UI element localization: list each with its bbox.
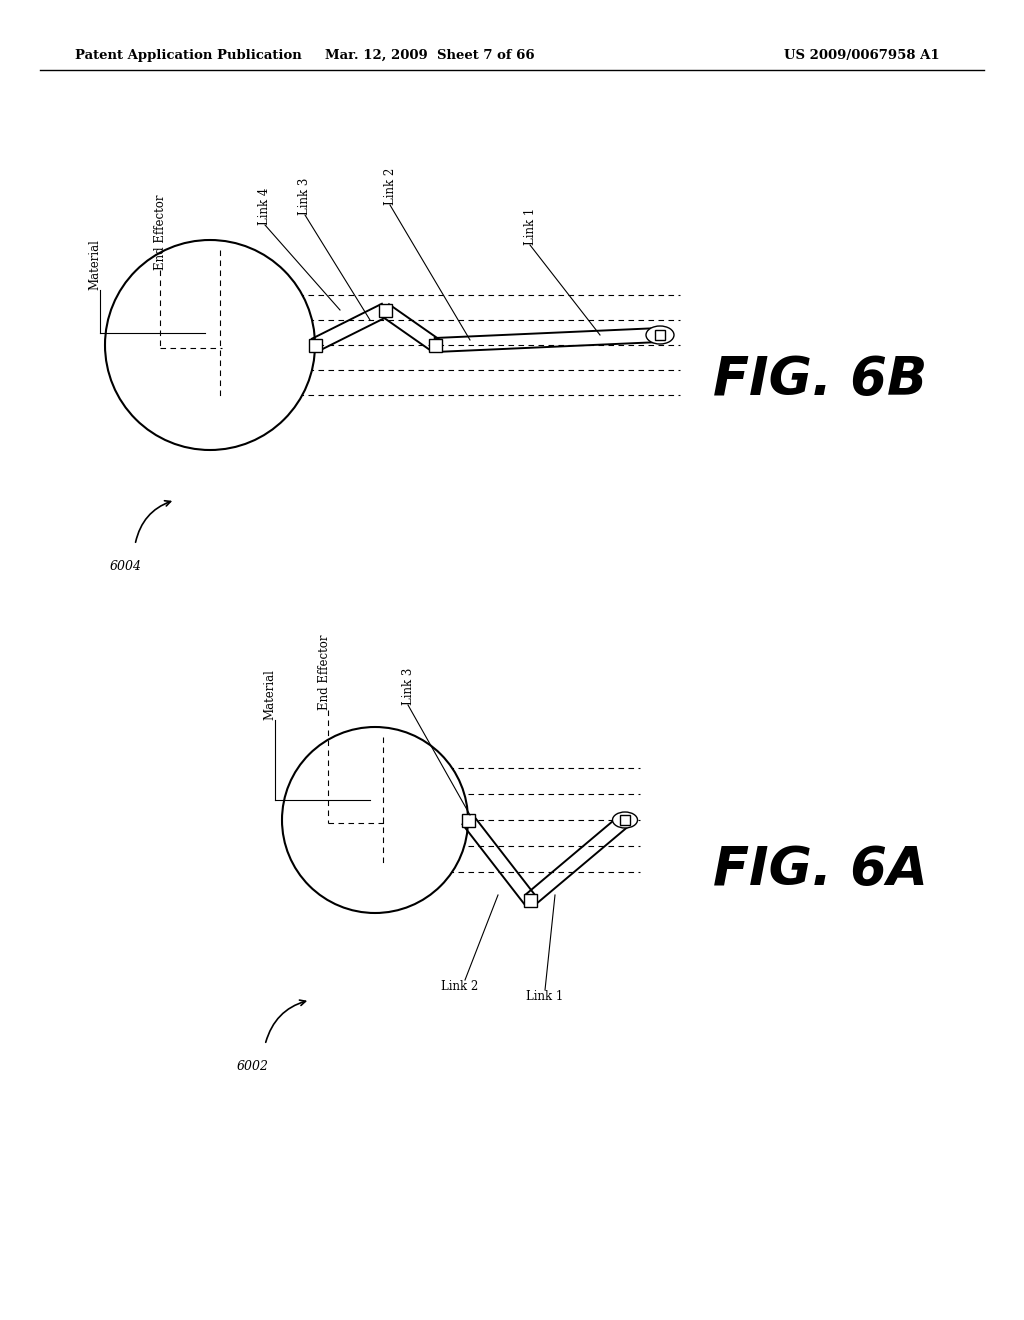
- Text: FIG. 6B: FIG. 6B: [713, 354, 927, 407]
- Bar: [655, 330, 665, 341]
- Text: 6002: 6002: [237, 1060, 269, 1073]
- Text: Material: Material: [263, 669, 276, 719]
- Text: Link 3: Link 3: [299, 178, 311, 215]
- Bar: [462, 813, 474, 826]
- Text: Material: Material: [88, 239, 101, 290]
- Text: Patent Application Publication: Patent Application Publication: [75, 49, 302, 62]
- Text: End Effector: End Effector: [318, 635, 332, 710]
- Text: End Effector: End Effector: [154, 194, 167, 271]
- Text: Mar. 12, 2009  Sheet 7 of 66: Mar. 12, 2009 Sheet 7 of 66: [326, 49, 535, 62]
- Text: Link 3: Link 3: [401, 668, 415, 705]
- Text: Link 2: Link 2: [441, 979, 478, 993]
- Text: Link 1: Link 1: [526, 990, 563, 1003]
- Ellipse shape: [282, 727, 468, 913]
- Bar: [523, 894, 537, 907]
- Ellipse shape: [612, 812, 638, 828]
- Text: Link 2: Link 2: [384, 168, 396, 205]
- Ellipse shape: [105, 240, 315, 450]
- Bar: [379, 304, 391, 317]
- Text: US 2009/0067958 A1: US 2009/0067958 A1: [784, 49, 940, 62]
- Text: FIG. 6A: FIG. 6A: [713, 843, 928, 896]
- Text: 6004: 6004: [110, 560, 142, 573]
- Bar: [308, 338, 322, 351]
- Bar: [620, 814, 630, 825]
- Text: Link 1: Link 1: [523, 207, 537, 246]
- Bar: [428, 338, 441, 351]
- Text: Link 4: Link 4: [258, 187, 271, 224]
- Ellipse shape: [646, 326, 674, 345]
